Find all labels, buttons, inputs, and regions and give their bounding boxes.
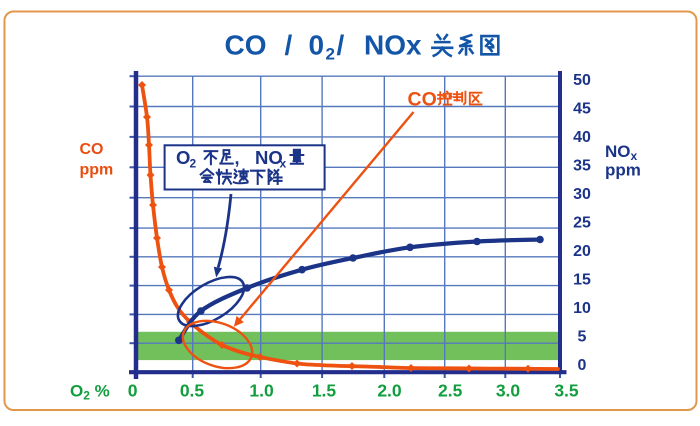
svg-text:CO: CO — [80, 141, 104, 158]
svg-text:NOx: NOx — [605, 142, 638, 163]
svg-text:NO: NO — [255, 147, 283, 168]
svg-text:,: , — [235, 148, 240, 168]
svg-text:35: 35 — [573, 158, 591, 175]
svg-text:5: 5 — [578, 329, 587, 346]
svg-text:CO: CO — [408, 89, 437, 111]
svg-text:ppm: ppm — [605, 161, 641, 180]
svg-text:O2 %: O2 % — [70, 382, 110, 403]
svg-text:3.5: 3.5 — [554, 381, 579, 401]
svg-text:2: 2 — [326, 45, 335, 64]
svg-text:40: 40 — [573, 129, 591, 146]
svg-text:/: / — [337, 30, 345, 61]
svg-text:1.0: 1.0 — [249, 381, 274, 401]
svg-text:30: 30 — [573, 186, 591, 203]
svg-text:x: x — [280, 157, 287, 171]
svg-text:/: / — [285, 30, 293, 61]
svg-text:50: 50 — [573, 72, 591, 89]
svg-text:10: 10 — [573, 300, 591, 317]
svg-text:2: 2 — [190, 157, 197, 171]
svg-text:NOx: NOx — [364, 30, 422, 61]
svg-text:O: O — [176, 147, 190, 168]
svg-text:15: 15 — [573, 272, 591, 289]
svg-text:20: 20 — [573, 243, 591, 260]
svg-text:CO: CO — [225, 30, 267, 61]
svg-text:0: 0 — [309, 30, 325, 61]
svg-text:45: 45 — [573, 101, 591, 118]
svg-text:25: 25 — [573, 215, 591, 232]
svg-text:1.5: 1.5 — [312, 381, 337, 401]
svg-text:0.5: 0.5 — [180, 381, 205, 401]
svg-text:ppm: ppm — [80, 162, 114, 179]
svg-text:0: 0 — [128, 381, 138, 401]
svg-text:2.5: 2.5 — [438, 381, 463, 401]
svg-text:3.0: 3.0 — [496, 381, 521, 401]
svg-text:0: 0 — [578, 357, 587, 374]
svg-text:2.0: 2.0 — [377, 381, 402, 401]
